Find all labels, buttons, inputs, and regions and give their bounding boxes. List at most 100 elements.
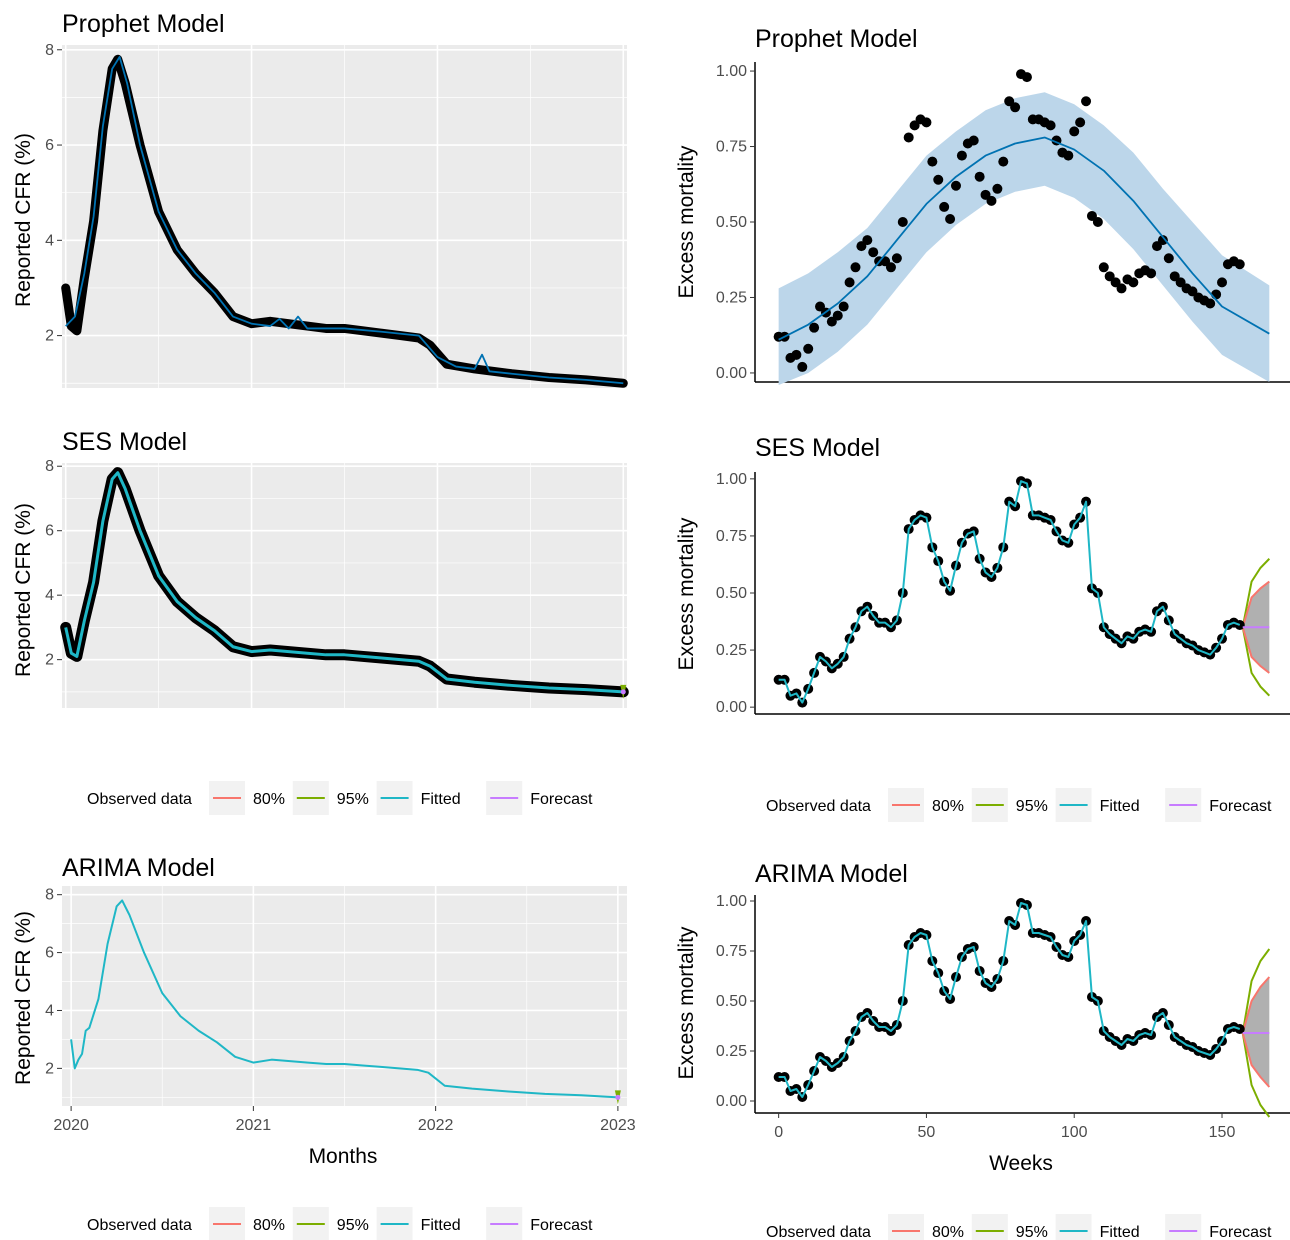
legend-label: 95% (1016, 1224, 1048, 1240)
ci80-upper-line (1241, 976, 1271, 1034)
ci95-upper-line (1241, 948, 1271, 1034)
y-tick-label: 0.25 (716, 1043, 747, 1060)
y-tick-label: 0.00 (716, 699, 747, 716)
observed-point (1205, 298, 1216, 309)
observed-point (1098, 262, 1109, 273)
panel-ses-cfr: 2 4 6 8 (45, 458, 629, 708)
observed-point (1163, 253, 1174, 264)
observed-point (921, 117, 932, 128)
observed-point (897, 217, 908, 227)
y-tick-label: 0.50 (716, 585, 747, 602)
y-tick-label: 0.50 (716, 993, 747, 1010)
observed-point (885, 262, 896, 273)
fitted-line (778, 136, 1270, 341)
x-tick-label: 2021 (236, 1117, 272, 1134)
ylabel-ses-excess: Excess mortality (675, 517, 698, 670)
xlabel-arima-cfr: Months (309, 1145, 378, 1168)
legend-label: 80% (932, 798, 964, 815)
uncertainty-band (778, 92, 1270, 386)
y-tick-label: 0.50 (716, 214, 747, 231)
fitted-line (65, 56, 624, 385)
title-ses-cfr: SES Model (62, 428, 187, 456)
legend-label: Forecast (530, 791, 593, 808)
legend-key-bg (971, 1214, 1008, 1240)
observed-point (862, 235, 873, 246)
observed-point (809, 322, 820, 333)
y-tick-label: 4 (45, 232, 54, 249)
legend-label: Fitted (421, 791, 461, 808)
observed-point (1021, 72, 1032, 83)
y-tick-label: 0.00 (716, 1093, 747, 1110)
y-tick-label: 1.00 (716, 471, 747, 488)
ci95-lower-line (1241, 627, 1271, 697)
y-tick-label: 4 (45, 587, 54, 604)
y-tick-label: 0.25 (716, 289, 747, 306)
observed-point (968, 135, 979, 146)
legend-label: 95% (337, 791, 369, 808)
observed-point (1217, 277, 1228, 288)
observed-point (1081, 96, 1092, 107)
observed-point (891, 253, 902, 264)
observed-point (903, 132, 914, 143)
legend-label: Forecast (1209, 1224, 1272, 1240)
x-tick-label: 0 (774, 1124, 783, 1141)
observed-point (1075, 117, 1086, 128)
panel-prophet-cfr: 2 4 6 8 (45, 42, 628, 388)
ci95-upper-line (1241, 558, 1271, 628)
observed-point (844, 277, 855, 288)
legend-label: Fitted (421, 1217, 461, 1234)
y-tick-label: 1.00 (716, 63, 747, 80)
ylabel-ses-cfr: Reported CFR (%) (12, 503, 35, 677)
y-tick-label: 6 (45, 945, 54, 962)
legend-key-bg (888, 1214, 924, 1240)
observed-point (1157, 235, 1168, 246)
ci80-lower-line (1241, 1032, 1271, 1088)
panel-ses-excess: 0.00 0.25 0.50 0.75 1.00 (716, 471, 1290, 716)
title-prophet-excess: Prophet Model (755, 25, 918, 53)
observed-point (1211, 289, 1222, 300)
legend-title: Observed data (87, 791, 192, 808)
x-tick-label: 150 (1209, 1124, 1236, 1141)
ylabel-prophet-excess: Excess mortality (675, 145, 698, 298)
legend-ses-cfr: Observed data 80% 95% Fitted Forecast (87, 781, 593, 815)
observed-point (1234, 259, 1245, 270)
legend-label: Forecast (530, 1217, 593, 1234)
observed-point (956, 150, 967, 161)
y-tick-label: 0.75 (716, 528, 747, 545)
y-tick-label: 6 (45, 137, 54, 154)
ci80-lower-line (1241, 626, 1270, 674)
y-tick-label: 8 (45, 458, 54, 475)
observed-point (933, 174, 944, 185)
observed-point (1092, 217, 1103, 227)
legend-label: 80% (253, 1217, 285, 1234)
legend-title: Observed data (87, 1217, 192, 1234)
y-tick-label: 4 (45, 1002, 54, 1019)
observed-point (939, 201, 950, 212)
xlabel-arima-excess: Weeks (989, 1152, 1053, 1175)
title-ses-excess: SES Model (755, 434, 880, 462)
y-tick-label: 0.75 (716, 943, 747, 960)
legend-arima-cfr: Observed data 80% 95% Fitted Forecast (87, 1207, 593, 1240)
legend-key-bg (1055, 1214, 1092, 1240)
ylabel-arima-excess: Excess mortality (675, 926, 698, 1079)
observed-point (1063, 150, 1074, 161)
panel-prophet-excess: 0.00 0.25 0.50 0.75 1.00 (716, 62, 1290, 386)
y-tick-label: 8 (45, 42, 54, 59)
observed-point (1069, 126, 1080, 137)
observed-point (832, 310, 843, 321)
legend-label: 95% (1016, 798, 1048, 815)
observed-point (992, 183, 1003, 194)
y-tick-label: 6 (45, 523, 54, 540)
x-tick-label: 100 (1061, 1124, 1088, 1141)
legend-key-bg (1165, 1214, 1202, 1240)
title-arima-excess: ARIMA Model (755, 860, 908, 888)
legend-label: Fitted (1100, 798, 1140, 815)
ylabel-arima-cfr: Reported CFR (%) (12, 911, 35, 1085)
observed-point (797, 361, 808, 372)
legend-arima-excess: Observed data 80% 95% Fitted Forecast (766, 1214, 1272, 1240)
ylabel-prophet-cfr: Reported CFR (%) (12, 133, 35, 307)
x-tick-label: 50 (918, 1124, 936, 1141)
y-tick-label: 2 (45, 652, 54, 669)
legend-title: Observed data (766, 798, 871, 815)
